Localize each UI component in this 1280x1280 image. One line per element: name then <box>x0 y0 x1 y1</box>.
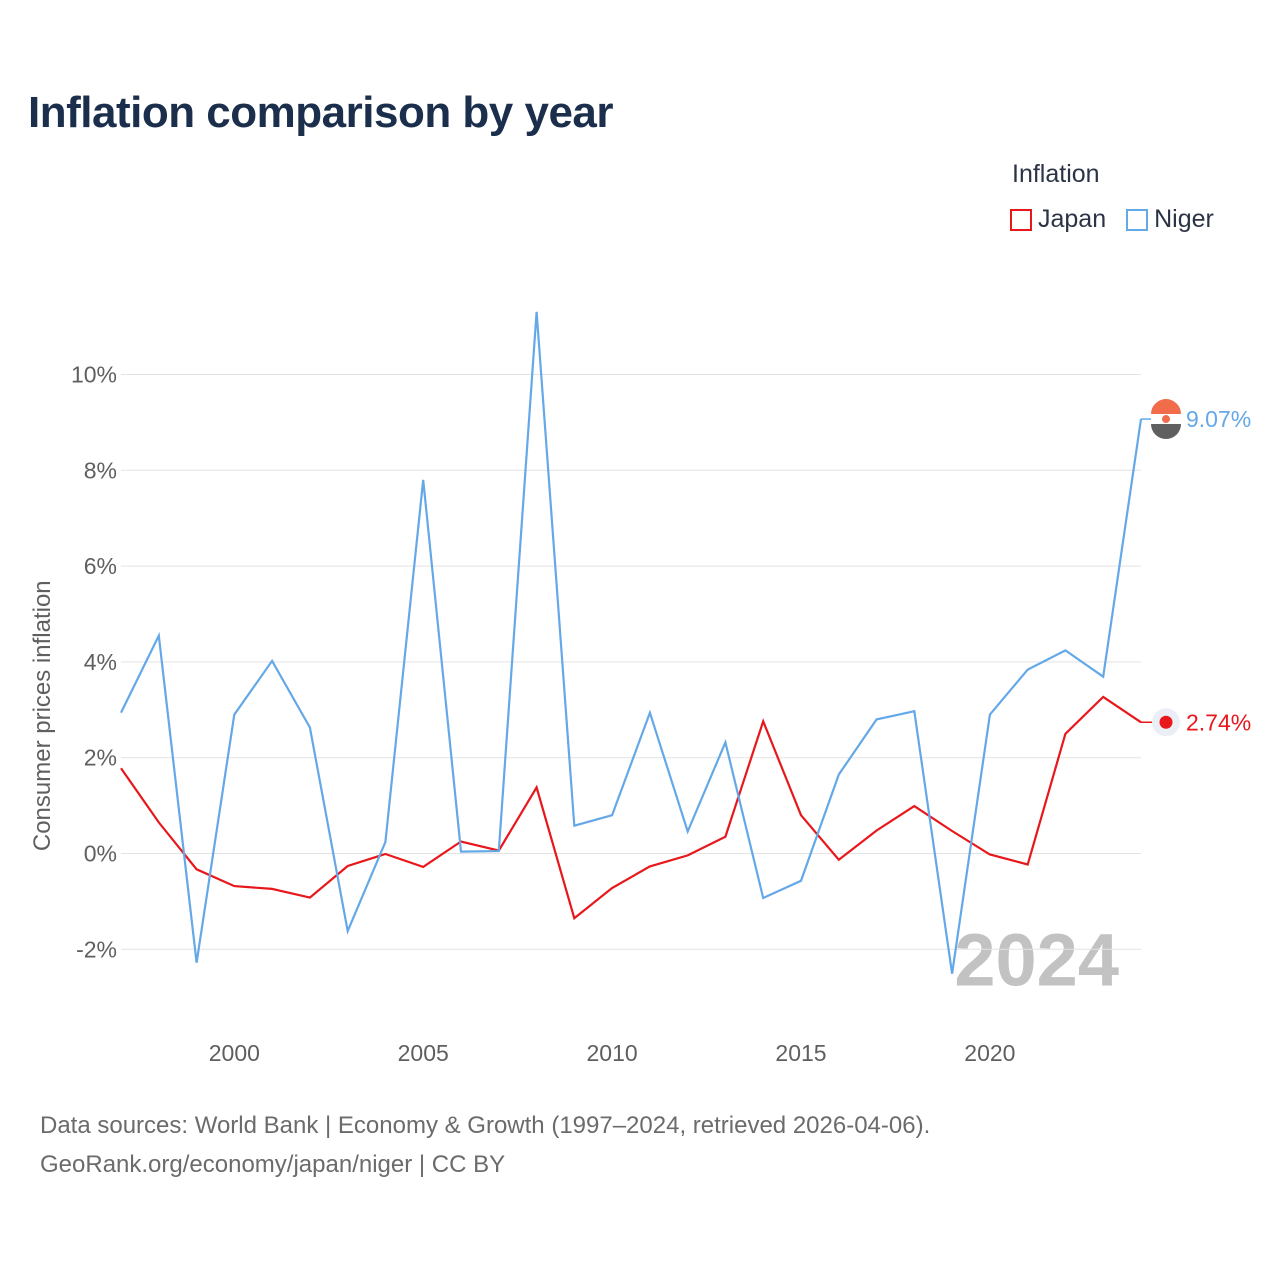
legend: Inflation Japan Niger <box>1010 160 1240 234</box>
x-tick-label: 2005 <box>398 1040 449 1066</box>
y-tick-label: 8% <box>84 457 117 483</box>
x-tick-label: 2000 <box>209 1040 260 1066</box>
legend-item-niger[interactable]: Niger <box>1126 205 1214 234</box>
legend-label-niger: Niger <box>1154 205 1214 233</box>
y-tick-label: 6% <box>84 553 117 579</box>
x-tick-label: 2020 <box>964 1040 1015 1066</box>
y-tick-label: 4% <box>84 649 117 675</box>
legend-swatch-japan <box>1010 208 1032 231</box>
line-chart: 2024 -2% 0% 2% 4% 6% 8% 10% 2000 2005 2010 2015 2020… <box>29 311 1251 1066</box>
x-tick-label: 2015 <box>775 1040 826 1066</box>
y-tick-label: 10% <box>71 362 117 388</box>
end-marker-japan <box>1159 715 1173 729</box>
watermark-year: 2024 <box>954 918 1119 1001</box>
x-tick-label: 2010 <box>587 1040 638 1066</box>
y-tick-label: 0% <box>84 841 117 867</box>
footer-link[interactable]: GeoRank.org/economy/japan/niger | CC BY <box>40 1151 506 1178</box>
niger-flag-icon <box>1151 399 1181 440</box>
y-tick-label: -2% <box>76 936 117 962</box>
footer: Data sources: World Bank | Economy & Gro… <box>40 1106 930 1184</box>
footer-sources: Data sources: World Bank | Economy & Gro… <box>40 1112 931 1139</box>
legend-title: Inflation <box>1012 160 1100 188</box>
series-line-niger <box>120 311 1143 974</box>
end-value-label-japan: 2.74% <box>1186 709 1251 735</box>
chart-title: Inflation comparison by year <box>28 88 614 137</box>
legend-swatch-niger <box>1126 208 1149 231</box>
y-axis-label: Consumer prices inflation <box>29 580 56 851</box>
y-tick-label: 2% <box>84 745 117 771</box>
end-value-label-niger: 9.07% <box>1186 406 1251 432</box>
legend-label-japan: Japan <box>1038 205 1107 233</box>
legend-item-japan[interactable]: Japan <box>1010 205 1106 234</box>
